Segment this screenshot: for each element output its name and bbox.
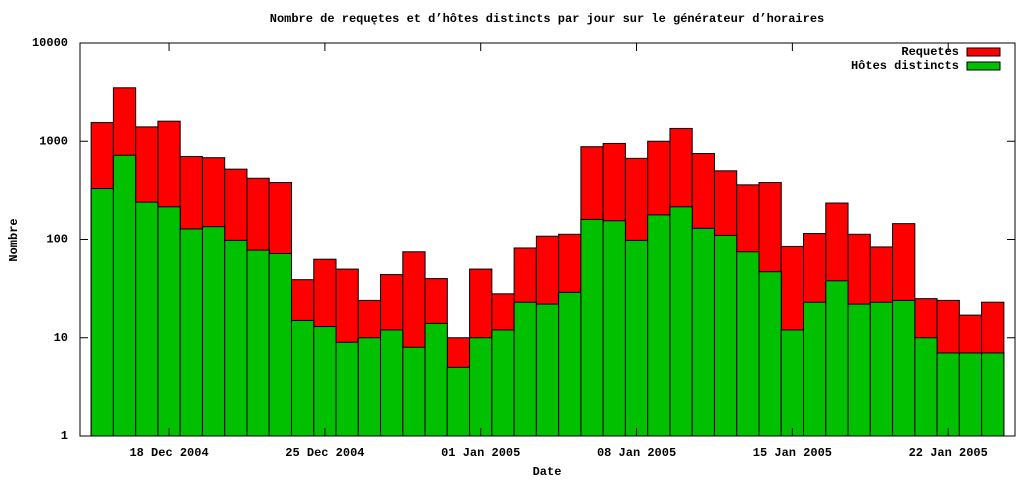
- y-tick-label: 10: [54, 331, 68, 345]
- chart-title: Nombre de requętes et d’hôtes distincts …: [270, 12, 825, 26]
- bar: [936, 352, 960, 437]
- bar: [647, 214, 671, 437]
- bar: [669, 206, 693, 437]
- bar: [869, 301, 894, 437]
- bar: [402, 346, 426, 437]
- y-tick-label: 1000: [39, 134, 68, 148]
- legend-label: Requetes: [901, 45, 959, 59]
- legend-swatch: [966, 61, 1001, 71]
- bar: [335, 341, 359, 437]
- bar: [135, 201, 159, 437]
- bar: [736, 251, 760, 437]
- bar: [624, 239, 649, 437]
- bar: [825, 280, 849, 437]
- bar: [157, 206, 181, 437]
- bar: [958, 352, 983, 437]
- bar: [112, 154, 137, 437]
- bar: [246, 249, 270, 437]
- bar: [558, 291, 582, 437]
- y-axis-label: Nombre: [7, 218, 21, 261]
- x-tick-label: 22 Jan 2005: [909, 446, 988, 460]
- bar: [847, 303, 871, 437]
- bar: [491, 329, 515, 437]
- bar: [513, 301, 537, 437]
- bar: [535, 303, 560, 437]
- bar: [892, 299, 916, 437]
- legend-label: Hôtes distincts: [851, 59, 959, 73]
- bar: [914, 337, 938, 437]
- bar: [713, 234, 738, 437]
- bar: [179, 228, 203, 437]
- bar: [602, 220, 626, 437]
- y-tick-label: 100: [46, 233, 68, 247]
- x-tick-label: 01 Jan 2005: [441, 446, 520, 460]
- bar: [446, 366, 471, 437]
- bar: [580, 218, 604, 437]
- bar: [90, 188, 114, 437]
- bar: [758, 271, 782, 437]
- bar: [357, 337, 382, 437]
- bar: [380, 329, 404, 437]
- bar: [691, 227, 715, 437]
- bar: [424, 322, 448, 437]
- bar: [224, 239, 248, 437]
- y-tick-label: 10000: [32, 36, 68, 50]
- bar: [469, 337, 493, 437]
- bar: [201, 226, 226, 437]
- bar: [780, 329, 805, 437]
- x-axis-label: Date: [533, 465, 562, 479]
- plot-border: [79, 42, 1016, 437]
- legend-swatch: [966, 47, 1001, 57]
- bar: [313, 326, 337, 437]
- x-tick-label: 08 Jan 2005: [597, 446, 676, 460]
- y-tick-label: 1: [61, 429, 68, 443]
- x-tick-label: 15 Jan 2005: [753, 446, 832, 460]
- bar: [268, 253, 292, 437]
- bar: [803, 301, 827, 437]
- bar: [290, 319, 315, 437]
- bar: [981, 352, 1005, 437]
- x-tick-label: 25 Dec 2004: [285, 446, 364, 460]
- x-tick-label: 18 Dec 2004: [129, 446, 208, 460]
